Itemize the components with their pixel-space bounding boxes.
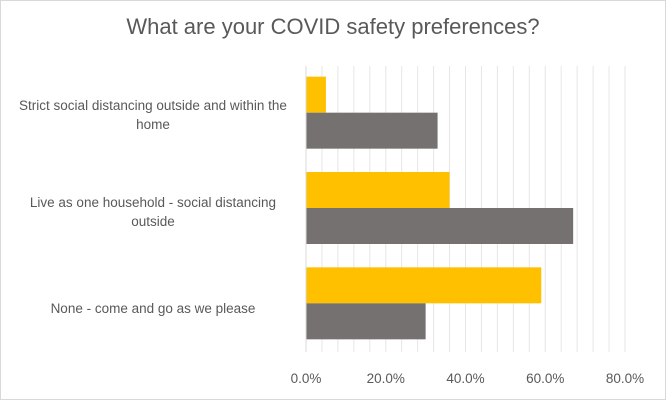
bar-series2-category2 bbox=[306, 208, 574, 244]
bar-series1-category2 bbox=[306, 172, 450, 208]
bar-series1-category1 bbox=[306, 76, 326, 113]
category-label-none: None - come and go as we please bbox=[50, 301, 256, 316]
bar-series2-category3 bbox=[306, 303, 426, 340]
chart-title: What are your COVID safety preferences? bbox=[126, 14, 540, 39]
x-tick-label: 60.0% bbox=[526, 371, 564, 386]
bar-series2-category1 bbox=[306, 112, 438, 149]
bar-series1-category3 bbox=[306, 267, 542, 304]
category-label-strict: Strict social distancing outside and wit… bbox=[19, 98, 287, 132]
category-label-one-household: Live as one household - social distancin… bbox=[29, 195, 277, 229]
x-tick-label: 0.0% bbox=[291, 371, 322, 386]
x-tick-label: 80.0% bbox=[606, 371, 644, 386]
x-tick-label: 20.0% bbox=[367, 371, 405, 386]
x-tick-label: 40.0% bbox=[446, 371, 484, 386]
